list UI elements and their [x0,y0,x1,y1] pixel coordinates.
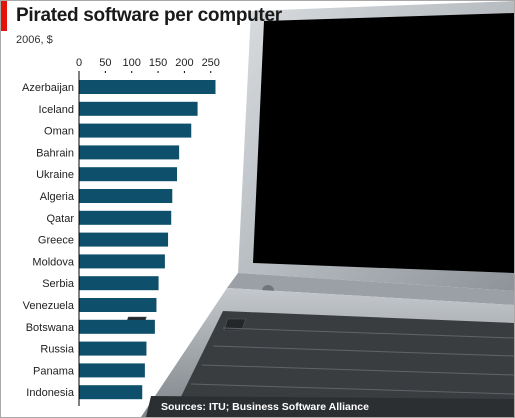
category-label: Moldova [32,256,74,268]
category-label: Venezuela [23,300,75,312]
category-label: Greece [38,235,74,247]
bar [79,80,216,94]
category-label: Iceland [39,104,74,116]
bar [79,189,173,203]
category-label: Bahrain [36,147,74,159]
category-label: Algeria [40,191,75,203]
x-tick-label: 200 [175,57,193,69]
category-label: Ukraine [36,169,74,181]
bar [79,232,169,247]
bar [79,145,180,160]
laptop-keyboard [171,311,514,417]
category-label: Qatar [46,213,74,225]
category-label: Serbia [42,278,75,290]
category-label: Panama [33,365,75,377]
bar [79,210,172,225]
x-tick-label: 250 [202,57,220,69]
bar [79,319,155,334]
laptop-display [253,13,514,273]
bar [79,363,145,378]
x-tick-label: 150 [149,57,167,69]
bar [79,341,147,356]
bar [79,385,143,400]
source-note: Sources: ITU; Business Software Alliance [161,401,369,413]
category-label: Botswana [26,322,75,334]
category-label: Indonesia [26,387,75,399]
category-label: Russia [40,344,75,356]
bar [79,167,178,182]
chart-title: Pirated software per computer [16,5,282,26]
title-accent-bar [1,1,7,31]
x-tick-label: 100 [123,57,141,69]
bar [79,101,198,116]
bar [79,254,165,269]
category-label: Oman [44,126,74,138]
x-tick-label: 0 [76,57,82,69]
bar [79,123,192,138]
bar [79,298,157,312]
chart-subtitle: 2006, $ [16,34,53,46]
x-tick-label: 50 [99,57,111,69]
bar [79,276,159,291]
laptop-hinge [227,273,514,305]
category-label: Azerbaijan [22,82,74,94]
